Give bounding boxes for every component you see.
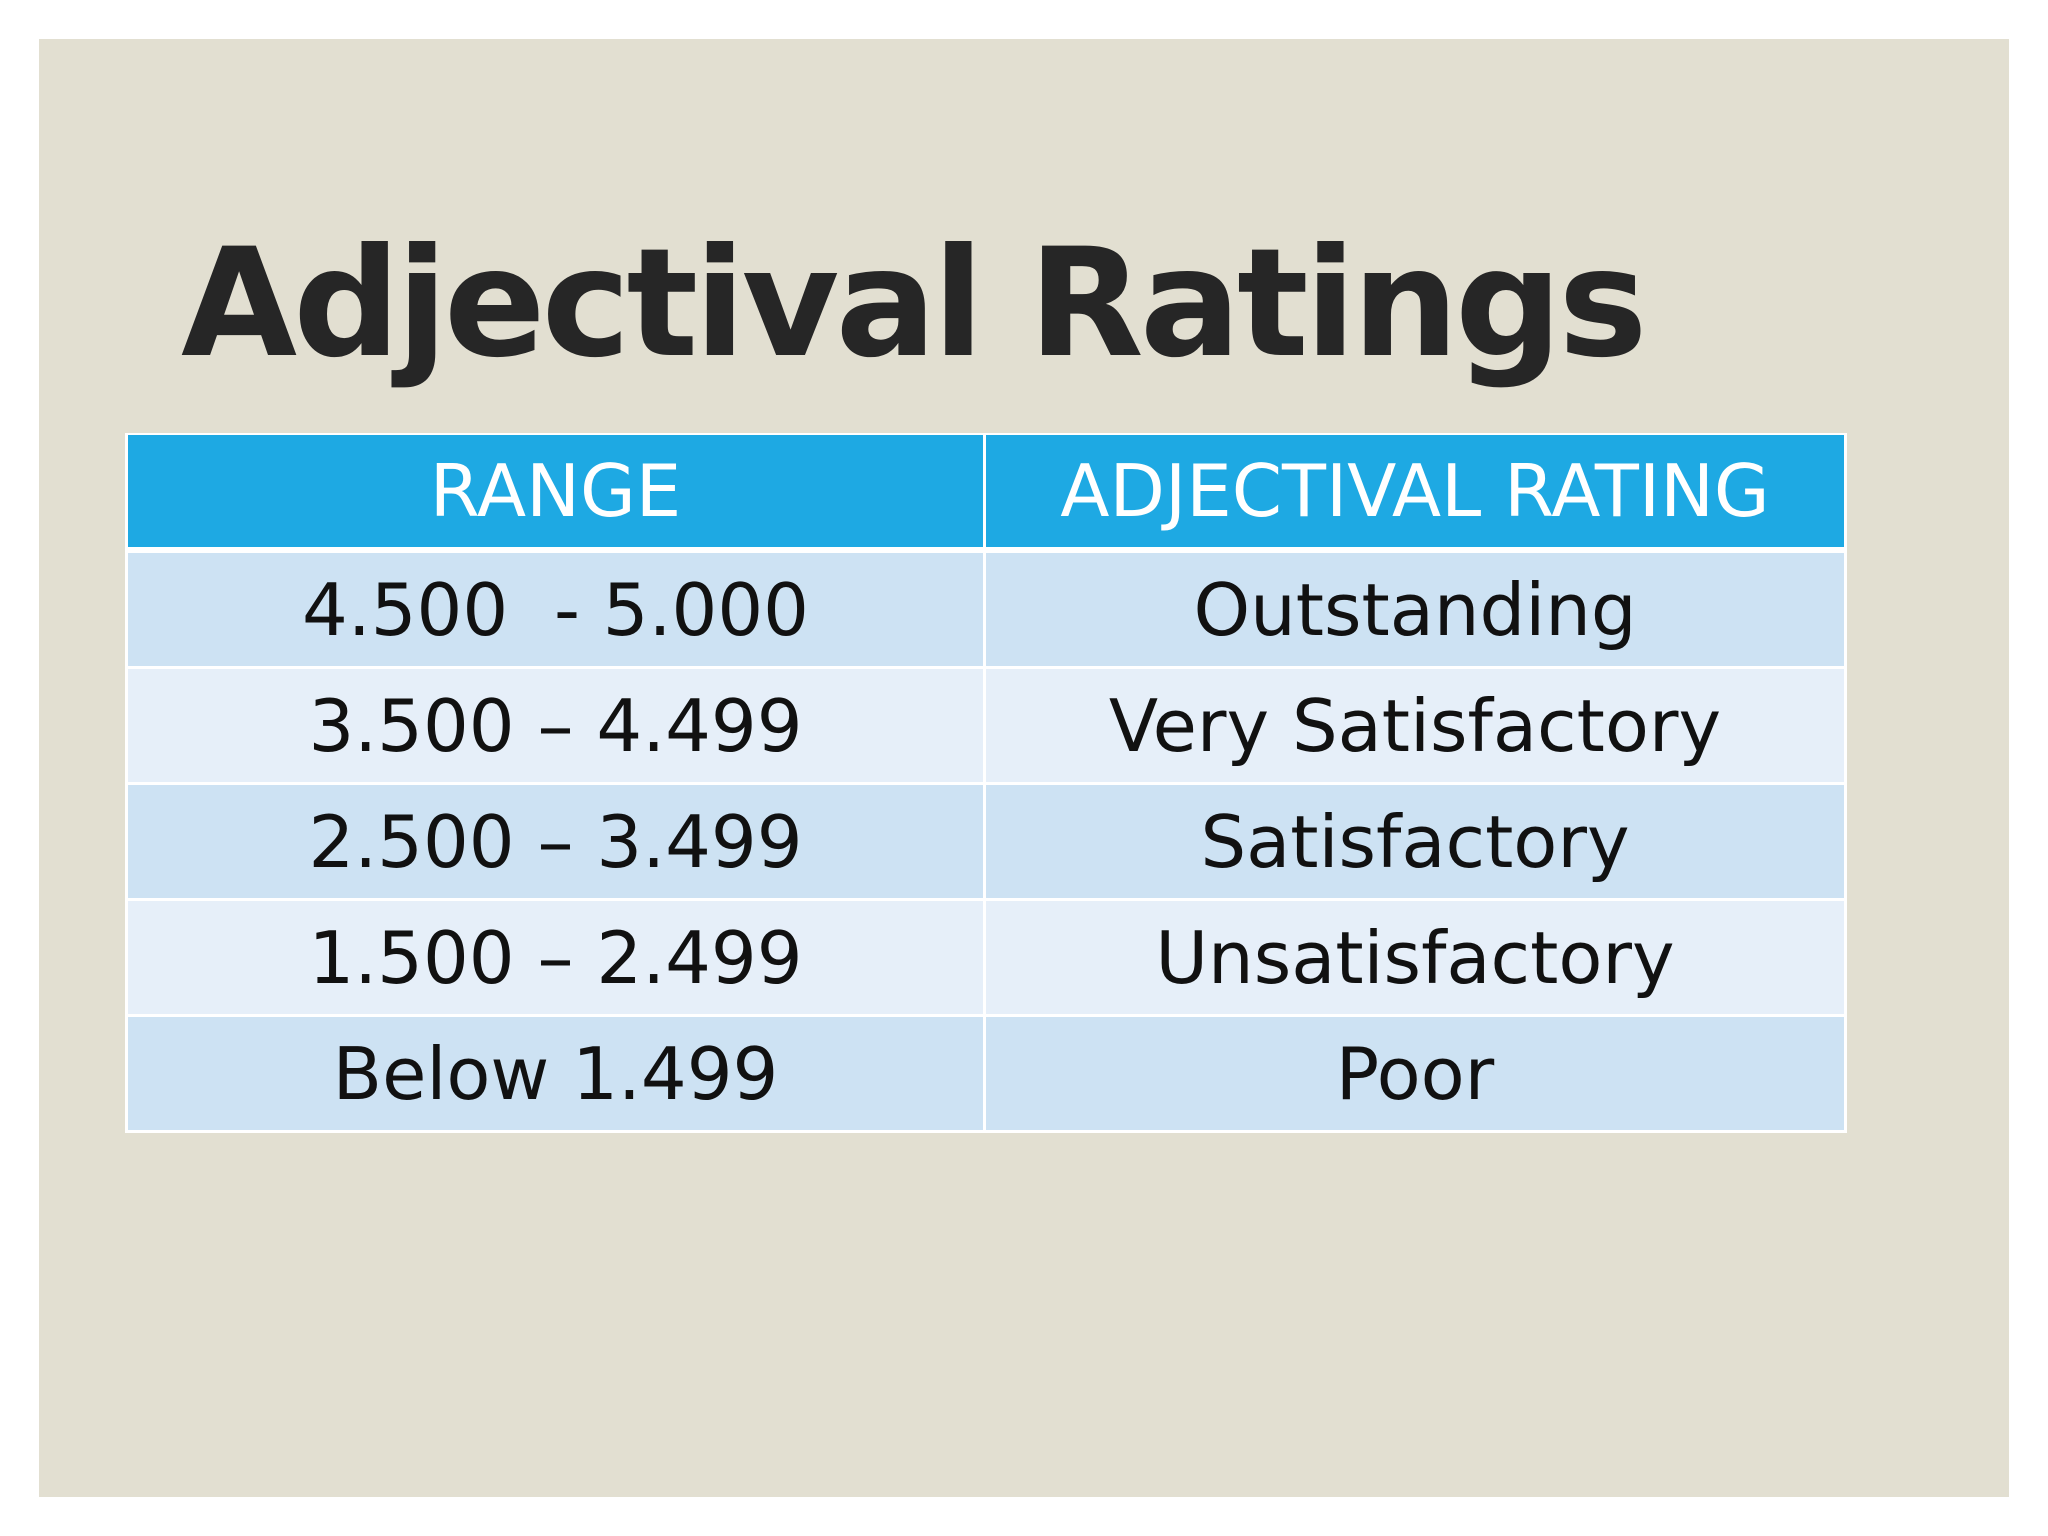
range-cell: Below 1.499 — [125, 1015, 986, 1133]
table-header-row: RANGE ADJECTIVAL RATING — [125, 433, 1847, 553]
rating-cell: Unsatisfactory — [983, 899, 1847, 1017]
rating-cell: Outstanding — [983, 550, 1847, 669]
column-header-adjectival-rating: ADJECTIVAL RATING — [983, 433, 1847, 553]
ratings-table: RANGE ADJECTIVAL RATING 4.500 - 5.000 Ou… — [125, 433, 1847, 1133]
table-row: Below 1.499 Poor — [125, 1015, 1847, 1133]
range-cell: 1.500 – 2.499 — [125, 899, 986, 1017]
column-header-range: RANGE — [125, 433, 986, 553]
table-row: 2.500 – 3.499 Satisfactory — [125, 783, 1847, 901]
table-row: 3.500 – 4.499 Very Satisfactory — [125, 667, 1847, 785]
table-row: 1.500 – 2.499 Unsatisfactory — [125, 899, 1847, 1017]
range-cell: 4.500 - 5.000 — [125, 550, 986, 669]
slide-title: Adjectival Ratings — [181, 217, 1648, 391]
range-cell: 2.500 – 3.499 — [125, 783, 986, 901]
table-row: 4.500 - 5.000 Outstanding — [125, 550, 1847, 669]
range-cell: 3.500 – 4.499 — [125, 667, 986, 785]
rating-cell: Very Satisfactory — [983, 667, 1847, 785]
rating-cell: Satisfactory — [983, 783, 1847, 901]
rating-cell: Poor — [983, 1015, 1847, 1133]
